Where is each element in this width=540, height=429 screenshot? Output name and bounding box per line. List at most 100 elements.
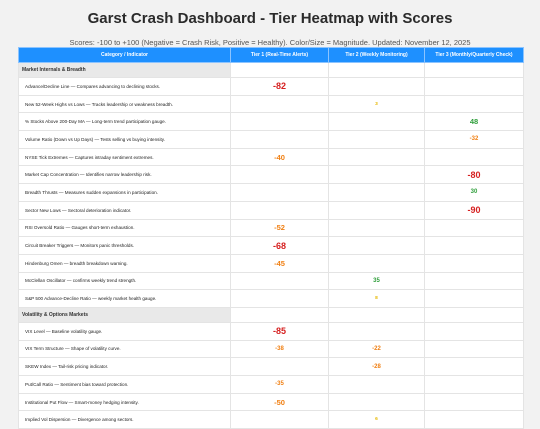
table-row: Institutional Put Flow — Smart-money hed… xyxy=(18,392,524,412)
table-row: Volume Ratio (Down vs Up Days) — Tests s… xyxy=(18,130,524,149)
indicator-label: Put/Call Ratio — Sentiment bias toward p… xyxy=(18,375,231,394)
heatmap-table: Category / Indicator Tier 1 (Real-Time A… xyxy=(18,47,524,429)
empty-cell xyxy=(328,112,425,132)
table-row: Advance/Decline Line — Compares advancin… xyxy=(18,77,524,96)
score-cell-tier1: -50 xyxy=(230,392,329,412)
empty-cell xyxy=(424,236,524,255)
score-cell-tier2: -28 xyxy=(328,357,425,376)
indicator-label: VIX Term Structure — Shape of volatility… xyxy=(18,339,231,359)
empty-cell xyxy=(424,289,524,308)
heatmap-table-container: Category / Indicator Tier 1 (Real-Time A… xyxy=(18,47,524,429)
table-row: Sector New Lows — Sectoral deterioration… xyxy=(18,200,524,220)
empty-cell xyxy=(424,410,524,429)
score-cell-tier1: -68 xyxy=(230,236,329,255)
empty-cell xyxy=(328,321,425,341)
score-cell-tier3: 30 xyxy=(424,183,524,202)
empty-cell xyxy=(424,357,524,376)
empty-cell xyxy=(328,392,425,412)
category-row: Volatility & Options Markets xyxy=(18,306,524,323)
indicator-label: New 52-Week Highs vs Lows — Tracks leade… xyxy=(18,94,231,114)
empty-cell xyxy=(230,271,329,291)
indicator-label: NYSE Tick Extremes — Captures intraday s… xyxy=(18,147,231,167)
column-header-indicator: Category / Indicator xyxy=(18,47,231,63)
indicator-label: Circuit Breaker Triggers — Monitors pani… xyxy=(18,236,231,255)
indicator-label: Volume Ratio (Down vs Up Days) — Tests s… xyxy=(18,130,231,149)
table-row: S&P 500 Advance-Decline Ratio — weekly m… xyxy=(18,289,524,308)
score-cell-tier1: -45 xyxy=(230,253,329,273)
score-cell-tier2: 35 xyxy=(328,271,425,291)
table-row: Breadth Thrusts — Measures sudden expans… xyxy=(18,183,524,202)
table-row: RSI Oversold Ratio — Gauges short-term e… xyxy=(18,218,524,238)
column-header-tier1: Tier 1 (Real-Time Alerts) xyxy=(230,47,329,63)
score-cell-tier3: -90 xyxy=(424,200,524,220)
empty-cell xyxy=(424,77,524,96)
score-cell-tier1: -85 xyxy=(230,321,329,341)
indicator-label: Sector New Lows — Sectoral deterioration… xyxy=(18,200,231,220)
score-cell-tier3: -32 xyxy=(424,130,524,149)
indicator-label: SKEW Index — Tail-risk pricing indicator… xyxy=(18,357,231,376)
indicator-label: % Stocks Above 200-Day MA — Long-term tr… xyxy=(18,112,231,132)
empty-cell xyxy=(230,289,329,308)
empty-cell xyxy=(230,165,329,185)
dashboard-title: Garst Crash Dashboard - Tier Heatmap wit… xyxy=(87,10,453,27)
table-row: NYSE Tick Extremes — Captures intraday s… xyxy=(18,147,524,167)
empty-cell xyxy=(328,375,425,394)
empty-cell xyxy=(424,339,524,359)
category-empty-cell xyxy=(328,306,425,323)
score-cell-tier1: -38 xyxy=(230,339,329,359)
empty-cell xyxy=(328,236,425,255)
category-label: Market Internals & Breadth xyxy=(18,62,231,78)
score-cell-tier2: -22 xyxy=(328,339,425,359)
table-header-row: Category / Indicator Tier 1 (Real-Time A… xyxy=(18,47,524,63)
score-cell-tier2: 3 xyxy=(328,94,425,114)
empty-cell xyxy=(328,147,425,167)
table-row: Hindenburg Omen — breadth breakdown warn… xyxy=(18,253,524,273)
empty-cell xyxy=(424,375,524,394)
score-cell-tier1: -52 xyxy=(230,218,329,238)
empty-cell xyxy=(424,253,524,273)
indicator-label: VIX Level — Baseline volatility gauge. xyxy=(18,321,231,341)
score-cell-tier1: -82 xyxy=(230,77,329,96)
indicator-label: Hindenburg Omen — breadth breakdown warn… xyxy=(18,253,231,273)
score-cell-tier3: 48 xyxy=(424,112,524,132)
indicator-label: Advance/Decline Line — Compares advancin… xyxy=(18,77,231,96)
category-empty-cell xyxy=(230,62,329,78)
table-body: Market Internals & Breadth Advance/Declin… xyxy=(18,62,524,429)
indicator-label: S&P 500 Advance-Decline Ratio — weekly m… xyxy=(18,289,231,308)
category-label: Volatility & Options Markets xyxy=(18,306,231,323)
table-row: Put/Call Ratio — Sentiment bias toward p… xyxy=(18,375,524,394)
empty-cell xyxy=(230,357,329,376)
score-cell-tier1: -40 xyxy=(230,147,329,167)
column-header-tier2: Tier 2 (Weekly Monitoring) xyxy=(328,47,425,63)
empty-cell xyxy=(424,392,524,412)
empty-cell xyxy=(424,271,524,291)
table-row: Market Cap Concentration — Identifies na… xyxy=(18,165,524,185)
empty-cell xyxy=(230,183,329,202)
empty-cell xyxy=(328,130,425,149)
empty-cell xyxy=(328,200,425,220)
empty-cell xyxy=(230,94,329,114)
table-row: VIX Level — Baseline volatility gauge. -8… xyxy=(18,321,524,341)
indicator-label: Implied Vol Dispersion — Divergence amon… xyxy=(18,410,231,429)
empty-cell xyxy=(424,94,524,114)
dashboard-subtitle: Scores: -100 to +100 (Negative = Crash R… xyxy=(69,38,471,47)
indicator-label: Breadth Thrusts — Measures sudden expans… xyxy=(18,183,231,202)
empty-cell xyxy=(328,253,425,273)
empty-cell xyxy=(424,218,524,238)
empty-cell xyxy=(230,130,329,149)
empty-cell xyxy=(230,410,329,429)
empty-cell xyxy=(230,200,329,220)
category-empty-cell xyxy=(328,62,425,78)
empty-cell xyxy=(424,147,524,167)
score-cell-tier1: -35 xyxy=(230,375,329,394)
table-row: New 52-Week Highs vs Lows — Tracks leade… xyxy=(18,94,524,114)
score-cell-tier3: -80 xyxy=(424,165,524,185)
empty-cell xyxy=(328,183,425,202)
category-row: Market Internals & Breadth xyxy=(18,62,524,78)
score-cell-tier2: 8 xyxy=(328,289,425,308)
table-row: McClellan Oscillator — confirms weekly t… xyxy=(18,271,524,291)
empty-cell xyxy=(424,321,524,341)
indicator-label: Market Cap Concentration — Identifies na… xyxy=(18,165,231,185)
empty-cell xyxy=(328,77,425,96)
indicator-label: RSI Oversold Ratio — Gauges short-term e… xyxy=(18,218,231,238)
